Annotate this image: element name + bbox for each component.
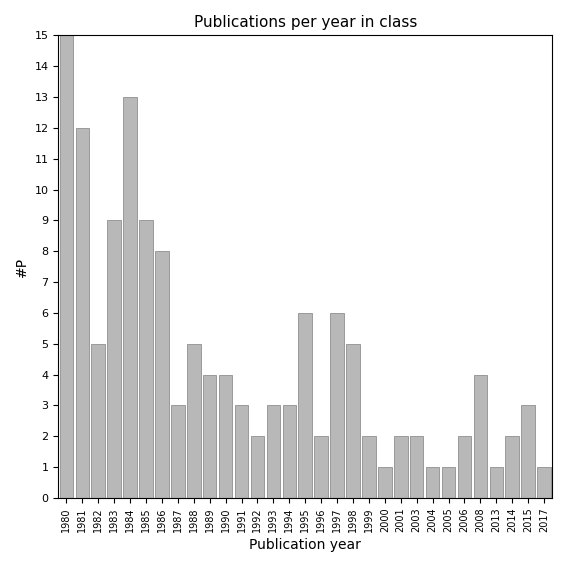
Bar: [378, 467, 392, 498]
Bar: [426, 467, 439, 498]
Bar: [314, 436, 328, 498]
Bar: [505, 436, 519, 498]
Bar: [107, 221, 121, 498]
Bar: [251, 436, 264, 498]
Bar: [442, 467, 455, 498]
Bar: [458, 436, 471, 498]
Bar: [139, 221, 153, 498]
Bar: [394, 436, 408, 498]
Bar: [155, 251, 168, 498]
Bar: [75, 128, 89, 498]
Bar: [203, 375, 217, 498]
Bar: [473, 375, 487, 498]
Bar: [123, 97, 137, 498]
Bar: [60, 35, 73, 498]
Bar: [187, 344, 201, 498]
Bar: [489, 467, 503, 498]
Title: Publications per year in class: Publications per year in class: [193, 15, 417, 30]
X-axis label: Publication year: Publication year: [249, 538, 361, 552]
Bar: [410, 436, 424, 498]
Bar: [266, 405, 280, 498]
Bar: [521, 405, 535, 498]
Bar: [538, 467, 551, 498]
Bar: [346, 344, 359, 498]
Bar: [331, 313, 344, 498]
Bar: [219, 375, 232, 498]
Bar: [235, 405, 248, 498]
Bar: [91, 344, 105, 498]
Bar: [362, 436, 376, 498]
Bar: [171, 405, 185, 498]
Y-axis label: #P: #P: [15, 257, 29, 277]
Bar: [298, 313, 312, 498]
Bar: [282, 405, 296, 498]
